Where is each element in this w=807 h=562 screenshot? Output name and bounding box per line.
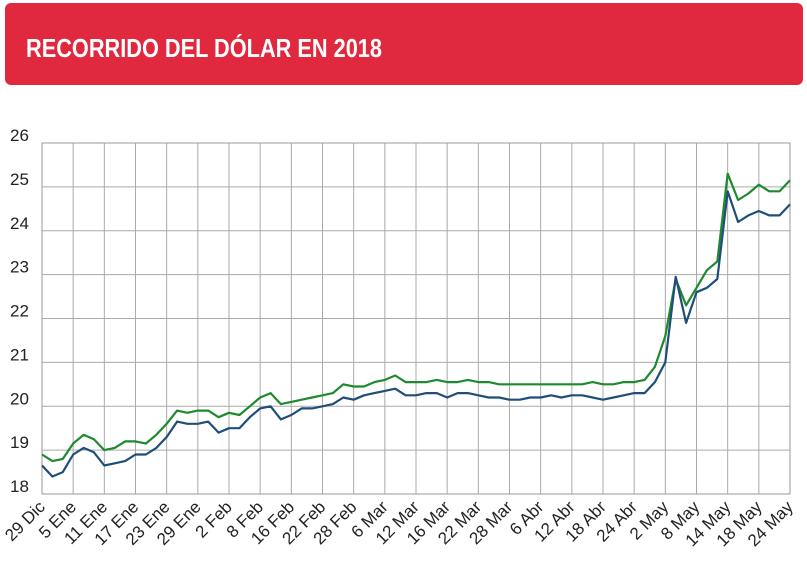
- title-banner: [5, 3, 803, 85]
- line-series: [41, 190, 791, 478]
- y-tick-label: 26: [10, 126, 29, 145]
- y-tick-label: 20: [10, 389, 29, 408]
- y-tick-label: 24: [10, 214, 29, 233]
- line-series: [41, 172, 791, 463]
- y-tick-label: 25: [10, 170, 29, 189]
- y-tick-label: 22: [10, 302, 29, 321]
- y-tick-label: 19: [10, 433, 29, 452]
- y-tick-label: 23: [10, 258, 29, 277]
- chart-title: RECORRIDO DEL DÓLAR EN 2018: [26, 33, 382, 63]
- plot-border: [41, 142, 791, 495]
- y-tick-label: 21: [10, 345, 29, 364]
- y-tick-label: 18: [10, 477, 29, 496]
